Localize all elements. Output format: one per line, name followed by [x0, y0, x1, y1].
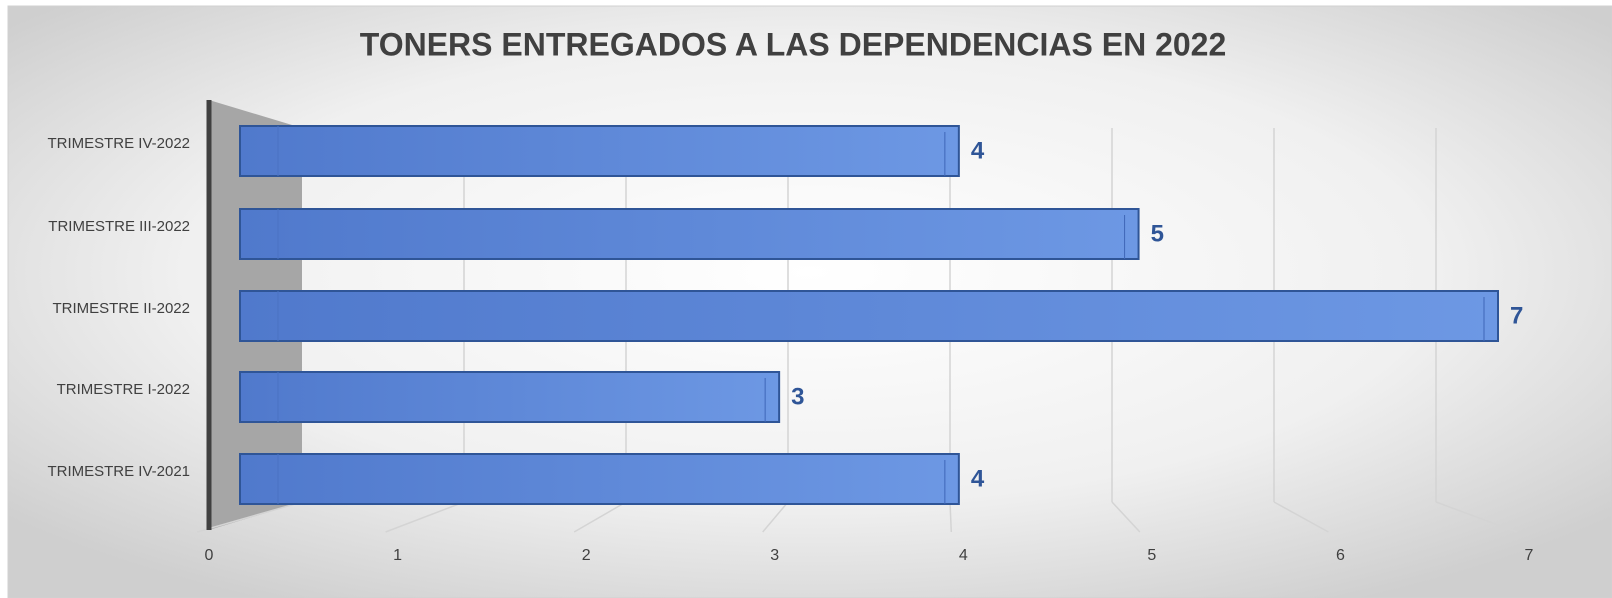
- bar: [239, 290, 1499, 342]
- floor-line: [1111, 501, 1141, 533]
- bar: [239, 371, 781, 423]
- bar: [239, 125, 960, 177]
- y-tick-label: TRIMESTRE III-2022: [48, 218, 190, 235]
- y-tick-label: TRIMESTRE IV-2021: [47, 463, 190, 480]
- x-tick-label: 4: [959, 547, 968, 564]
- floor-line: [949, 501, 953, 533]
- x-tick-label: 2: [582, 547, 591, 564]
- floor-line: [573, 501, 627, 533]
- bar: [239, 208, 1140, 260]
- x-tick-label: 1: [393, 547, 402, 564]
- floor-line: [1435, 501, 1518, 533]
- y-tick-label: TRIMESTRE I-2022: [57, 381, 190, 398]
- data-label: 3: [791, 383, 804, 410]
- floor-line: [196, 501, 303, 533]
- data-label: 4: [971, 465, 985, 492]
- floor-line: [762, 501, 789, 533]
- data-label: 4: [971, 137, 985, 164]
- x-tick-label: 5: [1147, 547, 1156, 564]
- bar: [239, 453, 960, 505]
- data-label: 7: [1510, 302, 1523, 329]
- floor-line: [385, 501, 465, 533]
- floor-line: [1273, 501, 1329, 533]
- y-tick-label: TRIMESTRE IV-2022: [47, 135, 190, 152]
- x-tick-label: 0: [205, 547, 214, 564]
- data-label: 5: [1151, 220, 1164, 247]
- chart-title: TONERS ENTREGADOS A LAS DEPENDENCIAS EN …: [360, 26, 1227, 62]
- y-tick-label: TRIMESTRE II-2022: [52, 300, 190, 317]
- x-tick-label: 6: [1336, 547, 1345, 564]
- x-tick-label: 7: [1525, 547, 1534, 564]
- x-tick-label: 3: [770, 547, 779, 564]
